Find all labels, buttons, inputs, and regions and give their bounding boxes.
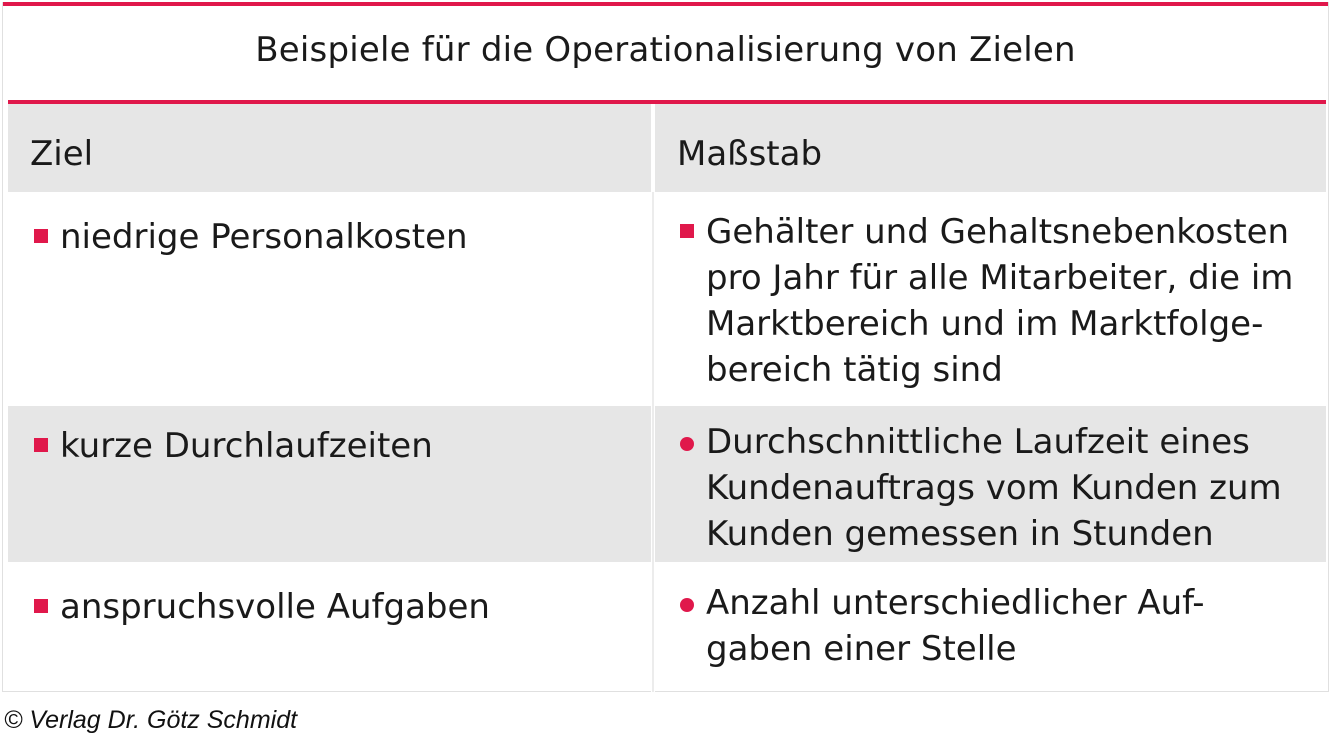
header-ziel: Ziel (8, 104, 651, 192)
table-row-2-ziel-bg (8, 406, 651, 562)
column-divider-line (652, 192, 654, 692)
ziel-text: niedrige Personalkosten (60, 217, 468, 257)
dot-bullet-icon (680, 598, 694, 612)
massstab-text: Durchschnittliche Laufzeit eines Kundena… (706, 422, 1282, 554)
square-bullet-icon (34, 438, 48, 452)
table-row-3-massstab: Anzahl unterschiedlicher Auf- gaben eine… (680, 580, 1205, 672)
header-massstab-label: Maßstab (677, 134, 823, 174)
table-row-2-massstab-bg (655, 406, 1326, 562)
header-ziel-label: Ziel (30, 134, 94, 174)
copyright-note: © Verlag Dr. Götz Schmidt (4, 706, 298, 734)
ziel-text: anspruchsvolle Aufgaben (60, 587, 490, 627)
massstab-text: Anzahl unterschiedlicher Auf- gaben eine… (706, 583, 1205, 669)
square-bullet-icon (34, 229, 48, 243)
table-row-3-ziel: anspruchsvolle Aufgaben (34, 584, 490, 630)
dot-bullet-icon (680, 437, 694, 451)
table-title: Beispiele für die Operationalisierung vo… (255, 30, 1076, 70)
table-row-2-ziel: kurze Durchlaufzeiten (34, 423, 433, 469)
top-accent-rule (2, 2, 1329, 6)
table-row-2-massstab: Durchschnittliche Laufzeit eines Kundena… (680, 419, 1282, 557)
title-accent-rule (8, 100, 1326, 104)
massstab-text: Gehälter und Gehaltsnebenkosten pro Jahr… (706, 212, 1294, 390)
square-bullet-icon (34, 599, 48, 613)
ziel-text: kurze Durchlaufzeiten (60, 426, 433, 466)
table-row-1-ziel: niedrige Personalkosten (34, 214, 468, 260)
header-massstab: Maßstab (655, 104, 1326, 192)
table-frame (2, 2, 1329, 692)
table-row-1-massstab: Gehälter und Gehaltsnebenkosten pro Jahr… (680, 209, 1293, 393)
square-bullet-icon (680, 224, 694, 238)
